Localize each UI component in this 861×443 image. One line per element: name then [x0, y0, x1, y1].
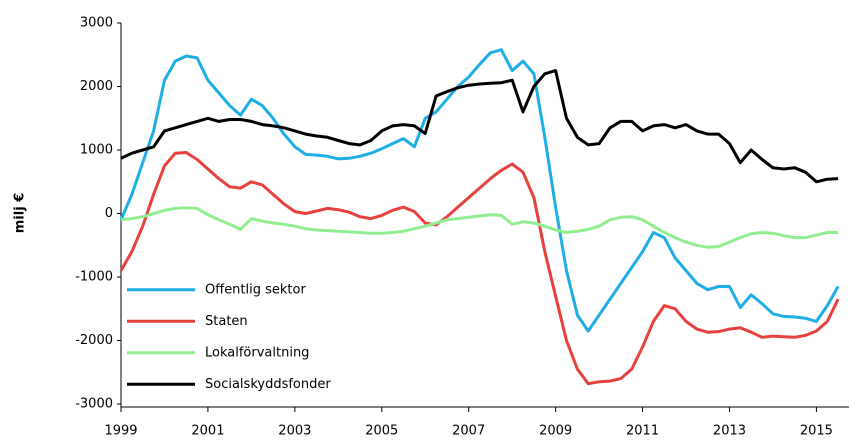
x-tick-label: 2013 — [713, 424, 746, 439]
x-tick-label: 2001 — [191, 424, 224, 439]
x-tick-label: 2005 — [365, 424, 398, 439]
legend-label: Staten — [205, 314, 248, 329]
x-tick-label: 2007 — [452, 424, 485, 439]
legend-label: Lokalförvaltning — [205, 345, 309, 360]
x-tick-label: 2015 — [800, 424, 833, 439]
y-axis-label: milj € — [13, 193, 28, 234]
series-line — [119, 151, 840, 386]
y-tick-label: 3000 — [80, 16, 113, 31]
x-tick-label: 2003 — [278, 424, 311, 439]
x-tick-label: 2011 — [626, 424, 659, 439]
x-tick-label: 2009 — [539, 424, 572, 439]
x-tick-label: 1999 — [104, 424, 137, 439]
y-tick-label: 2000 — [80, 79, 113, 94]
y-tick-label: -2000 — [75, 333, 113, 348]
y-tick-label: 0 — [105, 206, 113, 221]
legend-box — [123, 274, 393, 400]
y-tick-label: -1000 — [75, 270, 113, 285]
series-line — [120, 206, 839, 249]
legend-label: Offentlig sektor — [205, 282, 306, 297]
series-line — [120, 69, 839, 184]
legend-label: Socialskyddsfonder — [205, 377, 331, 392]
y-tick-label: 1000 — [80, 143, 113, 158]
y-tick-label: -3000 — [75, 397, 113, 412]
series-line — [119, 48, 840, 333]
